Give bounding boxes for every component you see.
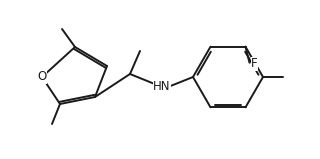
Text: O: O [37,70,47,83]
Text: F: F [251,57,258,70]
Text: HN: HN [153,80,171,93]
